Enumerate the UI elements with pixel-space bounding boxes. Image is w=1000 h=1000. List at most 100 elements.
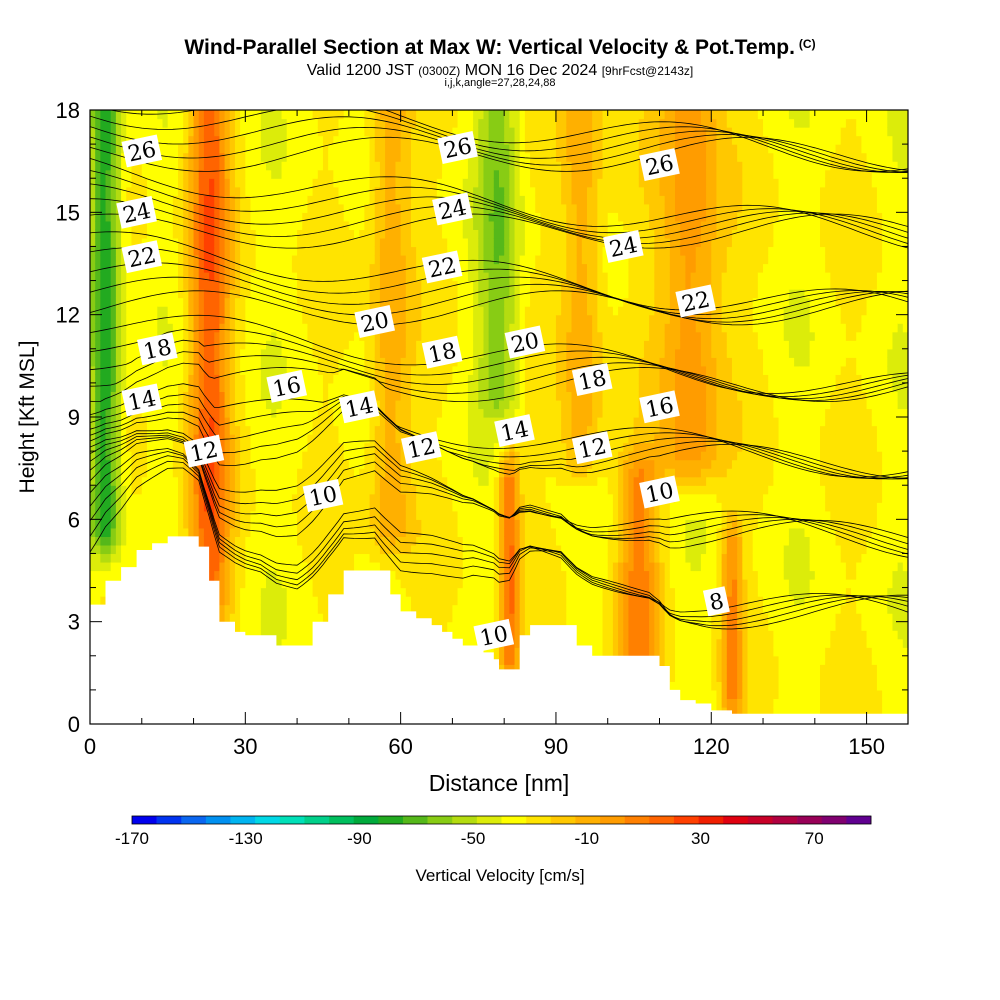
- velocity-cell: [110, 272, 117, 282]
- velocity-cell: [110, 408, 117, 418]
- velocity-cell: [266, 510, 272, 520]
- velocity-cell: [385, 561, 391, 572]
- velocity-cell: [240, 306, 246, 316]
- velocity-cell: [297, 220, 303, 230]
- velocity-cell: [385, 127, 391, 137]
- velocity-cell: [405, 365, 412, 375]
- velocity-cell: [281, 186, 288, 196]
- velocity-cell: [369, 510, 376, 520]
- velocity-cell: [146, 314, 153, 324]
- velocity-cell: [302, 323, 309, 333]
- velocity-cell: [266, 451, 272, 461]
- velocity-cell: [312, 561, 319, 572]
- velocity-cell: [198, 425, 205, 435]
- velocity-cell: [286, 587, 293, 597]
- velocity-cell: [90, 306, 96, 316]
- velocity-cell: [193, 246, 200, 256]
- velocity-cell: [126, 135, 133, 145]
- velocity-cell: [328, 110, 334, 120]
- velocity-cell: [400, 485, 407, 495]
- velocity-cell: [224, 399, 231, 410]
- velocity-cell: [395, 340, 402, 350]
- velocity-cell: [219, 425, 226, 435]
- velocity-cell: [333, 340, 340, 350]
- velocity-cell: [157, 178, 164, 188]
- velocity-cell: [447, 604, 454, 614]
- velocity-cell: [271, 272, 277, 282]
- velocity-cell: [385, 186, 391, 196]
- velocity-cell: [307, 178, 314, 188]
- velocity-cell: [400, 493, 407, 503]
- velocity-cell: [234, 493, 241, 503]
- velocity-cell: [234, 237, 241, 248]
- velocity-cell: [374, 348, 381, 358]
- velocity-cell: [240, 178, 246, 188]
- velocity-cell: [167, 110, 174, 120]
- velocity-cell: [193, 382, 200, 393]
- velocity-cell: [162, 280, 169, 290]
- velocity-cell: [152, 485, 158, 495]
- velocity-cell: [286, 237, 293, 248]
- velocity-cell: [281, 442, 288, 452]
- velocity-cell: [322, 144, 329, 154]
- velocity-cell: [312, 229, 319, 239]
- velocity-cell: [390, 382, 397, 393]
- velocity-cell: [162, 468, 169, 478]
- velocity-cell: [260, 212, 267, 222]
- velocity-cell: [312, 323, 319, 333]
- velocity-cell: [307, 374, 314, 384]
- velocity-cell: [286, 561, 293, 572]
- velocity-cell: [219, 263, 226, 273]
- velocity-cell: [442, 306, 448, 316]
- velocity-cell: [379, 272, 386, 282]
- velocity-cell: [121, 527, 127, 537]
- velocity-cell: [343, 195, 350, 205]
- velocity-cell: [291, 468, 298, 478]
- velocity-cell: [400, 254, 407, 265]
- velocity-cell: [271, 417, 277, 427]
- velocity-cell: [250, 596, 257, 606]
- velocity-cell: [354, 272, 360, 282]
- velocity-cell: [359, 237, 365, 248]
- velocity-cell: [436, 382, 443, 393]
- velocity-cell: [105, 417, 112, 427]
- velocity-cell: [317, 306, 324, 316]
- velocity-cell: [385, 544, 391, 555]
- velocity-cell: [364, 118, 371, 128]
- velocity-cell: [317, 442, 324, 452]
- velocity-cell: [328, 399, 334, 410]
- velocity-cell: [338, 519, 345, 529]
- velocity-cell: [121, 519, 127, 529]
- velocity-cell: [379, 459, 386, 469]
- velocity-cell: [90, 331, 96, 341]
- velocity-cell: [121, 425, 127, 435]
- velocity-cell: [348, 476, 355, 486]
- velocity-cell: [229, 587, 236, 597]
- velocity-cell: [390, 365, 397, 375]
- velocity-cell: [209, 519, 215, 529]
- velocity-cell: [354, 237, 360, 248]
- velocity-cell: [178, 365, 184, 375]
- velocity-cell: [229, 417, 236, 427]
- velocity-cell: [110, 340, 117, 350]
- velocity-cell: [214, 374, 221, 384]
- velocity-cell: [266, 630, 272, 640]
- velocity-cell: [100, 587, 107, 597]
- velocity-cell: [276, 212, 283, 222]
- velocity-cell: [276, 306, 283, 316]
- velocity-cell: [193, 118, 200, 128]
- velocity-cell: [100, 399, 107, 410]
- velocity-cell: [198, 510, 205, 520]
- velocity-cell: [167, 485, 174, 495]
- velocity-cell: [343, 374, 350, 384]
- velocity-cell: [188, 399, 195, 410]
- velocity-cell: [343, 110, 350, 120]
- velocity-cell: [162, 144, 169, 154]
- velocity-cell: [317, 178, 324, 188]
- velocity-cell: [328, 161, 334, 171]
- velocity-cell: [390, 297, 397, 307]
- velocity-cell: [374, 212, 381, 222]
- velocity-cell: [286, 152, 293, 162]
- velocity-cell: [421, 510, 428, 520]
- velocity-cell: [146, 169, 153, 179]
